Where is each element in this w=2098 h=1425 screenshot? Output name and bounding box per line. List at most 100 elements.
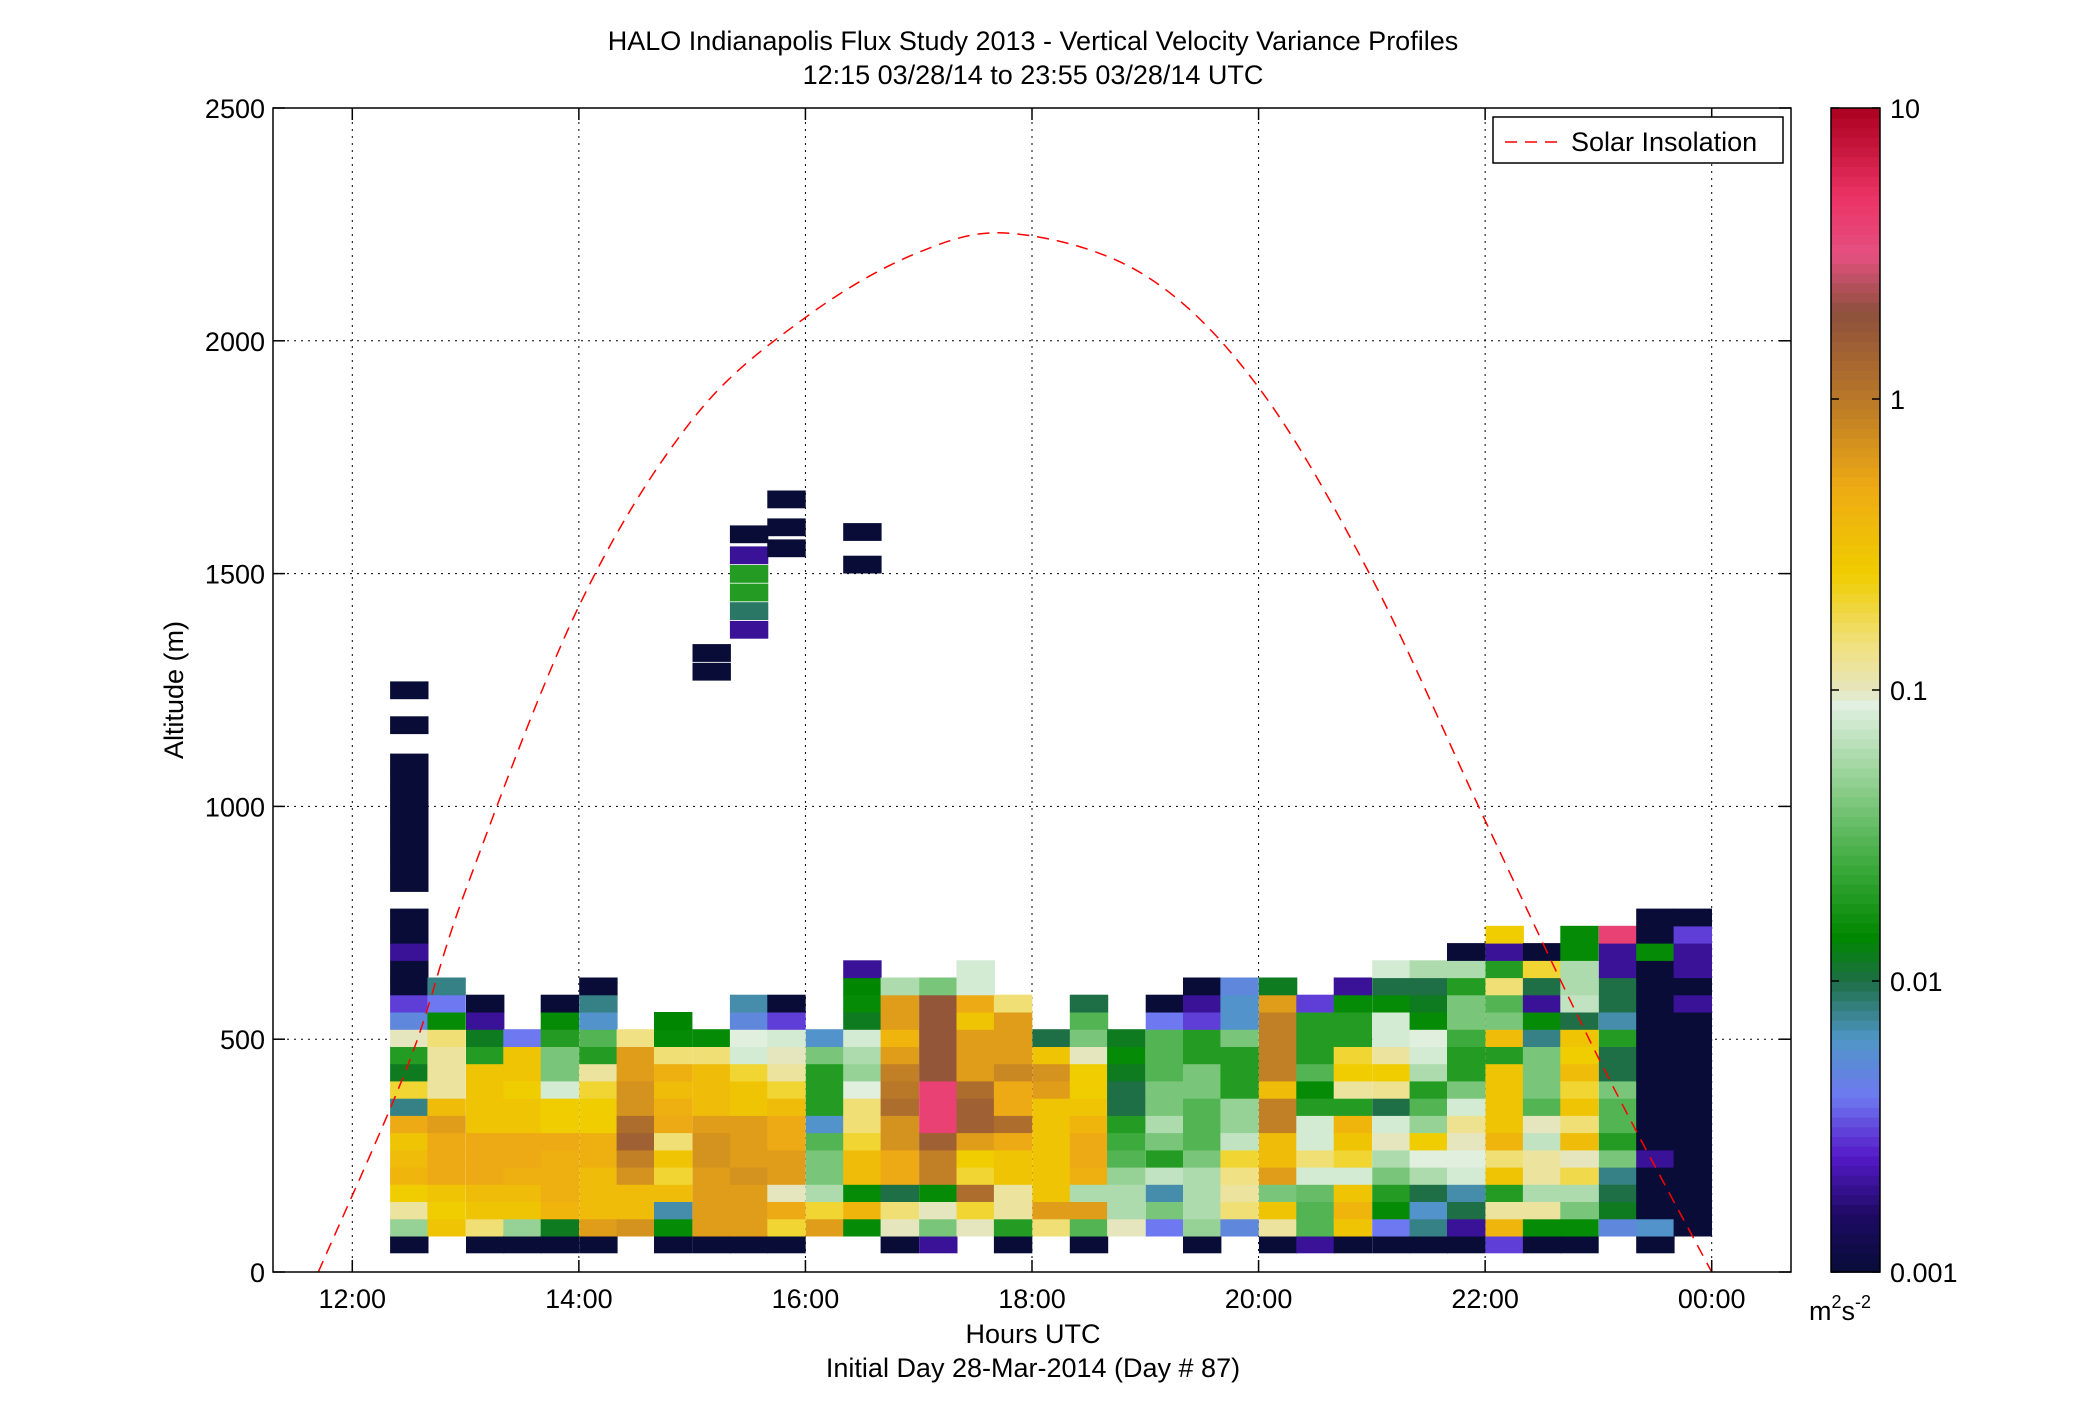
heatmap-cell [843, 1029, 882, 1047]
y-tick-label: 500 [220, 1025, 265, 1055]
heatmap-cell [579, 1218, 618, 1237]
heatmap-cell [1560, 960, 1599, 979]
heatmap-cell [1069, 1029, 1109, 1047]
heatmap-cell [1673, 1132, 1712, 1151]
heatmap-cell [843, 1167, 882, 1185]
colorbar-tick-label: 0.1 [1890, 676, 1928, 706]
heatmap-cell [843, 1063, 882, 1082]
heatmap-cell [654, 1184, 693, 1202]
heatmap-cell [1372, 1046, 1411, 1065]
heatmap-cell [1485, 1046, 1524, 1065]
heatmap-cell [1560, 1046, 1599, 1065]
heatmap-cell [1032, 1201, 1071, 1220]
heatmap-cell [692, 1080, 731, 1099]
heatmap-cell [1409, 1218, 1448, 1237]
heatmap-cell [1522, 1029, 1562, 1047]
heatmap-cell [1258, 1149, 1298, 1168]
colorbar-segment [1831, 486, 1880, 497]
heatmap-cell [843, 1184, 882, 1202]
heatmap-cell [1409, 960, 1448, 979]
heatmap-cell [1409, 1029, 1448, 1047]
heatmap-cell [956, 1167, 995, 1185]
heatmap-cell [1673, 1063, 1712, 1082]
heatmap-cell [1560, 1167, 1599, 1185]
heatmap-cell [880, 1046, 919, 1065]
heatmap-cell [1560, 977, 1599, 996]
heatmap-cell [579, 1080, 618, 1099]
colorbar-segment [1831, 922, 1880, 934]
heatmap-cell [692, 1167, 731, 1185]
heatmap-cell [1183, 1132, 1222, 1151]
heatmap-cell [1069, 1201, 1109, 1220]
heatmap-cell [616, 1218, 655, 1237]
heatmap-cell [654, 1115, 693, 1134]
heatmap-cell [1372, 1098, 1411, 1116]
heatmap-cell [616, 1080, 655, 1099]
heatmap-cell [1296, 1201, 1335, 1220]
heatmap-cell [1333, 1080, 1373, 1099]
heatmap-cell [1485, 1115, 1524, 1134]
colorbar-segment [1831, 874, 1880, 885]
x-tick-label: 20:00 [1225, 1284, 1293, 1314]
heatmap-cell [390, 874, 429, 892]
heatmap-cell [956, 1098, 995, 1116]
heatmap-cell [1673, 1184, 1712, 1202]
heatmap-cell [503, 1184, 542, 1202]
colorbar-segment [1831, 631, 1880, 643]
colorbar-segment [1831, 728, 1880, 740]
heatmap-cell [1447, 1098, 1486, 1116]
colorbar-segment [1831, 272, 1880, 284]
x-tick-label: 12:00 [319, 1284, 387, 1314]
heatmap-cell [729, 1235, 769, 1254]
colorbar-segment [1831, 651, 1880, 662]
heatmap-cell [692, 1063, 731, 1082]
heatmap-cell [956, 1046, 995, 1065]
heatmap-cell [427, 1012, 466, 1030]
heatmap-cell [843, 1046, 882, 1065]
heatmap-cell [503, 1218, 542, 1237]
heatmap-cell [616, 1149, 655, 1168]
heatmap-cell [1485, 1098, 1524, 1116]
heatmap-cell [503, 1167, 542, 1185]
axis-ticks: 12:00 14:00 16:00 18:00 20:00 22:00 00:00 0 500 1… [205, 94, 1791, 1314]
heatmap-cell [1409, 1080, 1448, 1099]
colorbar-segment [1831, 1048, 1880, 1060]
heatmap-cell [390, 839, 429, 858]
heatmap-cell [1372, 1184, 1411, 1202]
colorbar-segment [1831, 263, 1880, 274]
heatmap-cell [880, 1132, 919, 1151]
colorbar-segment [1831, 699, 1880, 711]
colorbar-segment [1831, 195, 1880, 206]
colorbar-segment [1831, 302, 1880, 313]
heatmap-cell [427, 1201, 466, 1220]
heatmap-cell [1183, 1201, 1222, 1220]
heatmap-cell [843, 994, 882, 1013]
heatmap-cell [390, 994, 429, 1013]
heatmap-cell [616, 1132, 655, 1151]
heatmap-cell [1598, 1201, 1638, 1220]
heatmap-cell [1333, 1029, 1373, 1047]
heatmap-cell [1409, 1046, 1448, 1065]
heatmap-cell [616, 1201, 655, 1220]
heatmap-cell [1522, 943, 1562, 961]
heatmap-cell [579, 1115, 618, 1134]
colorbar-segment [1831, 816, 1880, 827]
heatmap-cell [1447, 1132, 1486, 1151]
heatmap-cell [390, 770, 429, 789]
colorbar-segment [1831, 709, 1880, 720]
heatmap-cell [843, 977, 882, 996]
heatmap-cell [1673, 1201, 1712, 1220]
heatmap-cell [1145, 1132, 1185, 1151]
colorbar-segment [1831, 331, 1880, 342]
heatmap-cell [1145, 1046, 1185, 1065]
colorbar-segment [1831, 1262, 1880, 1273]
heatmap-cell [1145, 1115, 1185, 1134]
heatmap-cell [1183, 1218, 1222, 1237]
heatmap-cell [993, 1132, 1033, 1151]
heatmap-cell [1220, 1184, 1259, 1202]
colorbar-segment [1831, 942, 1880, 953]
heatmap-cell [466, 1012, 505, 1030]
colorbar-segment [1831, 466, 1880, 478]
heatmap-cell [540, 1167, 580, 1185]
colorbar-segment [1831, 1223, 1880, 1234]
